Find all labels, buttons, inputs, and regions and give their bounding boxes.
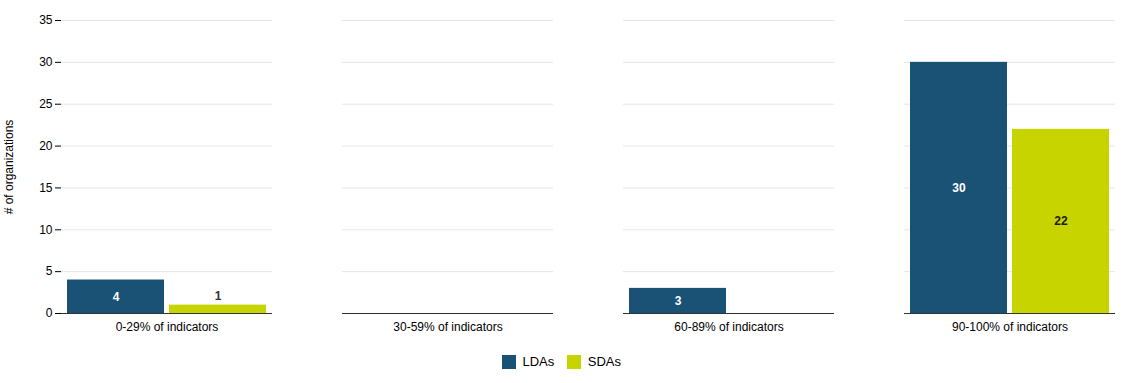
svg-text:5: 5 <box>46 264 53 278</box>
svg-text:3: 3 <box>675 294 682 308</box>
svg-text:4: 4 <box>113 290 120 304</box>
html-text:LDAs: LDAs <box>522 354 555 370</box>
svg-text:10: 10 <box>39 223 53 237</box>
svg-text:# of organizations: # of organizations <box>2 120 16 215</box>
svg-text:1: 1 <box>215 289 222 303</box>
svg-text:60-89% of indicators: 60-89% of indicators <box>674 320 783 334</box>
svg-text:30: 30 <box>952 181 966 195</box>
svg-text:0-29% of indicators: 0-29% of indicators <box>116 320 219 334</box>
svg-text:30: 30 <box>39 55 53 69</box>
html-text:SDAs: SDAs <box>587 354 621 370</box>
svg-text:0: 0 <box>46 306 53 320</box>
svg-text:22: 22 <box>1054 214 1068 228</box>
svg-text:90-100% of indicators: 90-100% of indicators <box>952 320 1068 334</box>
svg-text:25: 25 <box>39 97 53 111</box>
svg-text:20: 20 <box>39 139 53 153</box>
svg-text:35: 35 <box>39 13 53 27</box>
svg-text:15: 15 <box>39 181 53 195</box>
svg-text:30-59% of indicators: 30-59% of indicators <box>393 320 502 334</box>
